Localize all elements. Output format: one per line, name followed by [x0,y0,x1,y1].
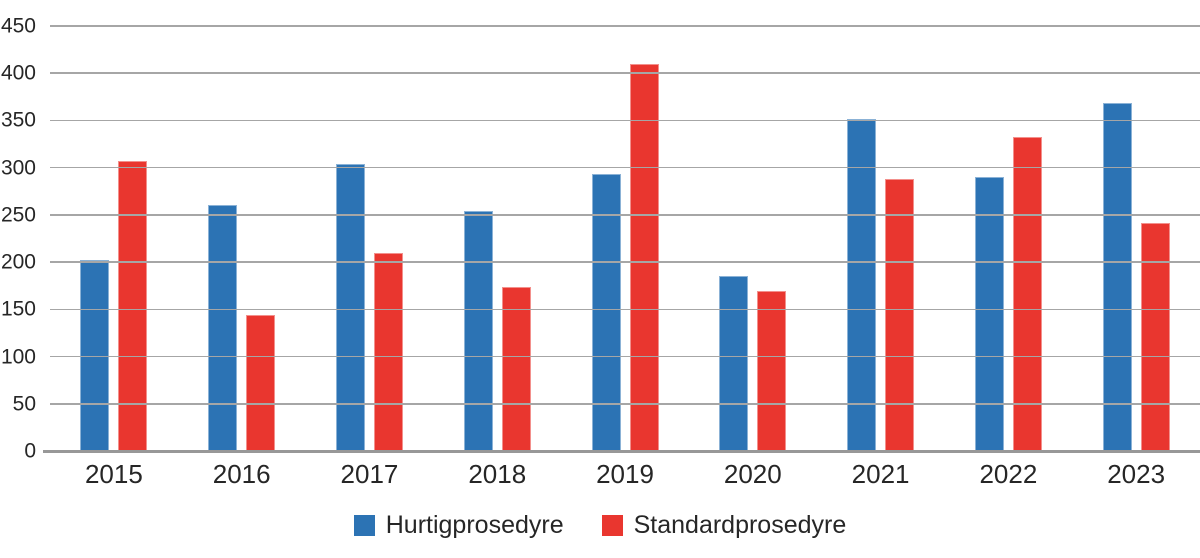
x-tick-label-2021: 2021 [851,459,910,489]
bar-standardprosedyre-2017 [373,252,403,451]
bar-standardprosedyre-2020 [757,291,787,451]
x-tick-label-2017: 2017 [340,459,399,489]
bar-group-2018 [433,26,561,451]
y-tick-label-150: 150 [0,297,36,321]
bar-hurtigprosedyre-2019 [591,174,621,451]
bar-group-2019 [561,26,689,451]
gridline-50 [50,403,1200,405]
x-axis: 2015 2016 2017 2018 2019 2020 2021 2022 2023 [50,460,1200,489]
x-axis-line [43,449,1200,453]
bar-hurtigprosedyre-2023 [1102,102,1132,451]
bar-group-2017 [306,26,434,451]
legend-swatch-icon [601,515,623,536]
bar-hurtigprosedyre-2018 [463,211,493,451]
x-tick-label-2022: 2022 [979,459,1038,489]
y-tick-label-350: 350 [0,108,36,132]
gridline-400 [50,72,1200,74]
x-tick-label-2016: 2016 [212,459,271,489]
bar-standardprosedyre-2022 [1012,136,1042,451]
bar-standardprosedyre-2019 [629,63,659,451]
x-tick-label-2023: 2023 [1107,459,1166,489]
bar-standardprosedyre-2021 [885,179,915,451]
legend-item-hurtigprosedyre: Hurtigprosedyre [353,511,564,539]
bar-hurtigprosedyre-2022 [974,177,1004,451]
bar-hurtigprosedyre-2017 [335,163,365,451]
x-tick-label-2018: 2018 [468,459,527,489]
bar-group-2016 [178,26,306,451]
legend: Hurtigprosedyre Standardprosedyre [0,513,1200,538]
y-tick-label-400: 400 [0,61,36,85]
bar-group-2015 [50,26,178,451]
bar-group-2022 [944,26,1072,451]
bar-group-2023 [1072,26,1200,451]
gridline-100 [50,355,1200,358]
y-tick-label-200: 200 [0,250,36,274]
gridline-200 [50,261,1200,263]
bar-standardprosedyre-2015 [118,161,148,451]
legend-label: Standardprosedyre [633,511,847,539]
bar-hurtigprosedyre-2015 [80,260,110,451]
bar-group-2021 [817,26,945,451]
legend-label: Hurtigprosedyre [385,511,564,539]
legend-swatch-icon [353,515,375,536]
y-tick-label-100: 100 [0,345,36,369]
bar-hurtigprosedyre-2021 [847,118,877,451]
y-tick-label-250: 250 [0,203,36,227]
legend-item-standardprosedyre: Standardprosedyre [601,511,847,539]
x-tick-label-2015: 2015 [84,459,143,489]
bar-group-2020 [689,26,817,451]
bar-standardprosedyre-2016 [246,315,276,451]
bar-standardprosedyre-2018 [501,286,531,451]
bar-hurtigprosedyre-2020 [719,276,749,451]
x-tick-label-2019: 2019 [596,459,654,489]
gridline-450 [50,25,1200,27]
y-tick-label-0: 0 [24,439,36,463]
gridline-250 [50,214,1200,216]
gridline-300 [50,166,1200,169]
y-tick-label-300: 300 [0,156,36,180]
gridline-350 [50,119,1200,122]
bar-hurtigprosedyre-2016 [208,205,238,451]
gridline-150 [50,308,1200,311]
plot-area [43,25,1200,453]
y-tick-label-50: 50 [12,392,36,416]
y-tick-label-450: 450 [0,14,36,38]
y-axis: 0 50 100 150 200 250 300 350 400 450 [0,16,42,462]
x-tick-label-2020: 2020 [723,459,782,489]
bar-standardprosedyre-2023 [1140,223,1170,451]
bar-series-container [50,26,1200,451]
